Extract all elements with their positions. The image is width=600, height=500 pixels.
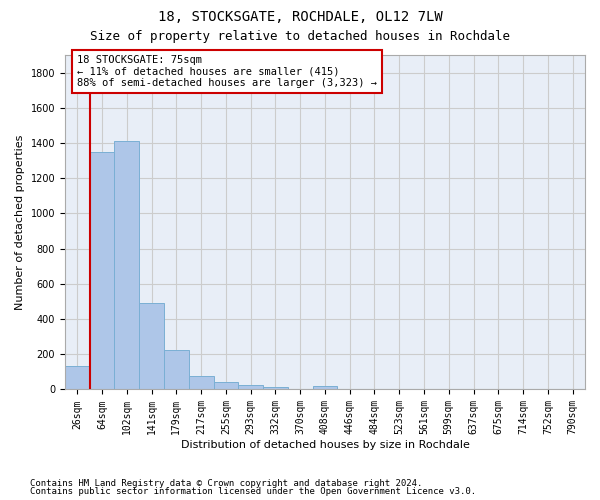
Bar [313, 386, 337, 390]
Text: Contains public sector information licensed under the Open Government Licence v3: Contains public sector information licen… [30, 487, 476, 496]
Bar [115, 142, 139, 390]
Bar [139, 303, 164, 390]
Text: Size of property relative to detached houses in Rochdale: Size of property relative to detached ho… [90, 30, 510, 43]
Bar [288, 388, 313, 390]
Bar [164, 350, 189, 390]
Bar [189, 376, 214, 390]
Bar [263, 387, 288, 390]
Bar [238, 384, 263, 390]
Bar [89, 152, 115, 390]
Y-axis label: Number of detached properties: Number of detached properties [15, 134, 25, 310]
Bar [214, 382, 238, 390]
Text: 18 STOCKSGATE: 75sqm
← 11% of detached houses are smaller (415)
88% of semi-deta: 18 STOCKSGATE: 75sqm ← 11% of detached h… [77, 55, 377, 88]
X-axis label: Distribution of detached houses by size in Rochdale: Distribution of detached houses by size … [181, 440, 469, 450]
Text: 18, STOCKSGATE, ROCHDALE, OL12 7LW: 18, STOCKSGATE, ROCHDALE, OL12 7LW [158, 10, 442, 24]
Bar [65, 366, 89, 390]
Text: Contains HM Land Registry data © Crown copyright and database right 2024.: Contains HM Land Registry data © Crown c… [30, 478, 422, 488]
